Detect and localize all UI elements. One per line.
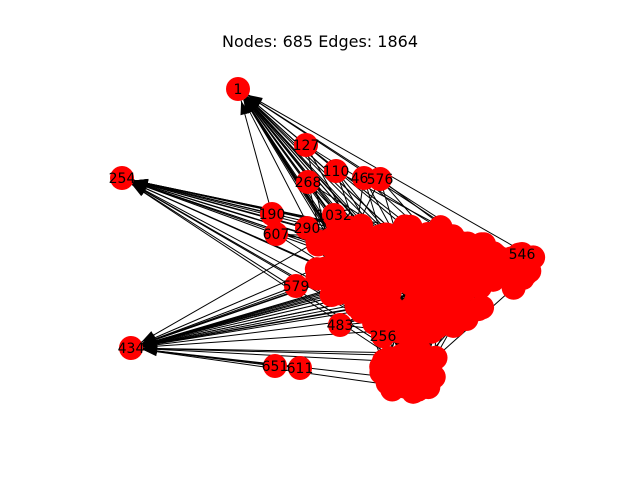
edge-arrowhead [240,100,250,116]
node-circle [296,170,320,194]
node-label: 546 [509,247,536,263]
edge-arrowhead [245,98,258,113]
node-label: 127 [293,138,320,154]
graph-node [416,375,441,400]
graph-node-576: 576 [367,167,394,191]
graph-node [349,213,374,238]
graph-node-1032: 1032 [316,203,352,227]
graph-node-483: 483 [327,313,354,337]
graph-node-579: 579 [283,274,310,298]
graph-node-607: 607 [263,222,290,246]
node-circle [263,354,287,378]
graph-node [449,250,474,275]
edge-arrowhead [142,334,157,344]
graph-node [453,273,478,298]
graph-node-268: 268 [295,170,322,194]
node-circle [119,336,143,360]
graph-node [441,313,466,338]
node-circle [288,356,312,380]
graph-edge [240,100,273,215]
graph-node-611: 611 [287,356,314,380]
node-label: 268 [295,175,322,191]
graph-edge [142,348,276,367]
node-label: 190 [259,207,286,223]
node-label: 434 [118,341,145,357]
graph-edge [142,347,420,354]
node-label: 256 [370,329,397,345]
node-label: 1 [234,82,243,98]
graph-node [318,227,343,252]
graph-node-190: 190 [259,202,286,226]
graph-node [377,346,402,371]
graph-node-290: 290 [294,216,321,240]
node-circle [226,77,250,101]
node-circle [371,324,395,348]
edge-arrowhead [142,346,158,356]
graph-node-127: 127 [293,133,320,157]
node-label: 254 [109,171,136,187]
graph-node [349,299,374,324]
node-label: 290 [294,221,321,237]
graph-edge [142,348,385,362]
graph-node-1: 1 [226,77,250,101]
node-circle [368,167,392,191]
node-circle [260,202,284,226]
node-label: 607 [263,227,290,243]
graph-node-254: 254 [109,166,136,190]
graph-node [331,245,356,270]
node-label: 576 [367,172,394,188]
graph-edge [142,285,297,345]
graph-node [414,272,439,297]
graph-node-110: 110 [323,159,350,183]
graph-edge [132,183,338,294]
node-circle [264,222,288,246]
node-label: 483 [327,318,354,334]
node-circle [295,216,319,240]
graph-edge [142,347,402,357]
graph-node [423,245,448,270]
graph-node [348,232,373,257]
graph-node-256: 256 [370,324,397,348]
graph-edge [246,96,394,240]
graph-edge [133,180,273,215]
graph-node [396,364,421,389]
graph-title: Nodes: 685 Edges: 1864 [222,32,418,51]
graph-node [466,297,491,322]
node-circle [110,166,134,190]
node-label: 611 [287,361,314,377]
node-label: 110 [323,164,350,180]
node-label: 1032 [316,208,352,224]
edge-arrowhead [247,96,261,110]
node-label: 579 [283,279,310,295]
graph-node-651: 651 [262,354,289,378]
node-circle [294,133,318,157]
node-label: 651 [262,359,289,375]
graph-edge [141,240,318,343]
graph-edge [131,184,416,373]
graph-node-434: 434 [118,336,145,360]
node-circle [328,313,352,337]
edge-arrowhead [133,179,149,189]
graph-node [351,254,376,279]
graph-node [398,214,423,239]
graph-node [328,268,353,293]
node-circle [324,159,348,183]
graph-node-546: 546 [509,242,536,266]
node-circle [284,274,308,298]
graph-node [407,316,432,341]
node-circle [322,203,346,227]
graph-node [369,263,394,288]
node-circle [510,242,534,266]
